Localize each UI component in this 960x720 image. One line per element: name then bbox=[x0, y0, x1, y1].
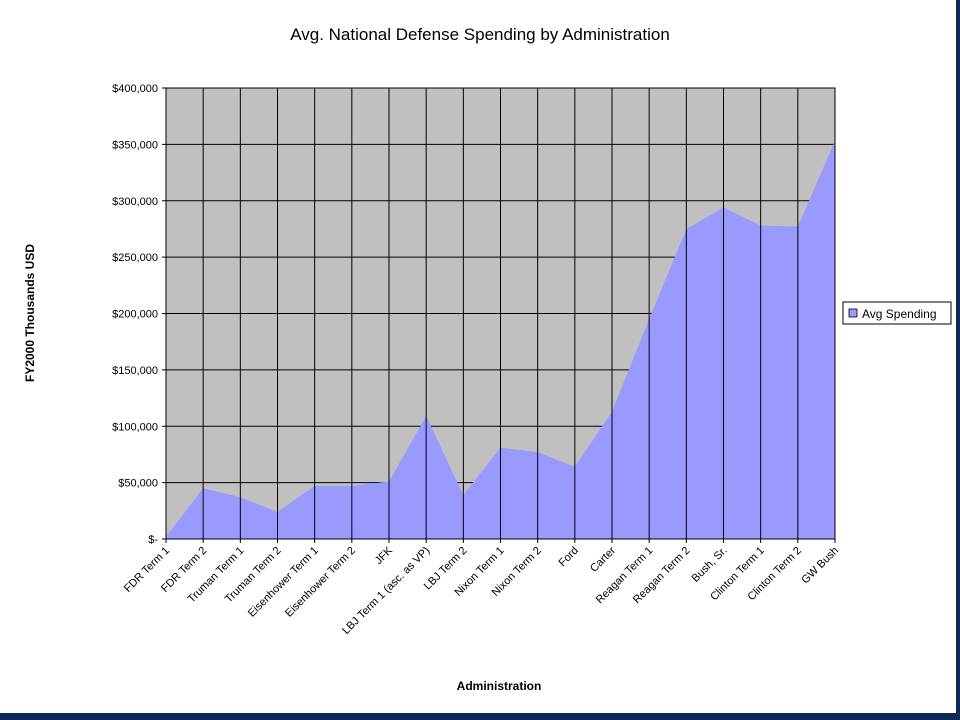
x-tick-label: Carter bbox=[588, 544, 618, 574]
legend-label: Avg Spending bbox=[862, 307, 937, 321]
y-tick-label: $- bbox=[148, 534, 158, 546]
x-tick-label: JFK bbox=[373, 544, 396, 567]
y-tick-label: $50,000 bbox=[118, 478, 158, 490]
y-axis-title: FY2000 Thousands USD bbox=[23, 244, 37, 382]
y-tick-label: $200,000 bbox=[112, 309, 158, 321]
series-area-avg-spending bbox=[166, 140, 835, 539]
y-tick-label: $300,000 bbox=[112, 196, 158, 208]
x-tick-label: Eisenhower Term 1 bbox=[246, 545, 321, 620]
legend-swatch bbox=[848, 308, 858, 318]
x-tick-label: Ford bbox=[556, 545, 580, 569]
y-tick-label: $150,000 bbox=[112, 365, 158, 377]
chart-title: Avg. National Defense Spending by Admini… bbox=[290, 25, 670, 44]
y-axis-ticks: $- $50,000 $100,000 $150,000 $200,000 $250,00… bbox=[112, 83, 166, 546]
x-tick-label: Eisenhower Term 2 bbox=[283, 545, 358, 620]
y-tick-label: $350,000 bbox=[112, 139, 158, 151]
x-tick-label: GW Bush bbox=[799, 545, 841, 587]
legend: Avg Spending bbox=[842, 301, 952, 325]
y-tick-label: $100,000 bbox=[112, 421, 158, 433]
legend-box bbox=[842, 301, 952, 325]
slide-footer-strip bbox=[0, 713, 960, 720]
slide-edge-strip bbox=[956, 0, 960, 720]
y-tick-label: $400,000 bbox=[112, 83, 158, 95]
x-axis-title: Administration bbox=[457, 679, 542, 693]
y-tick-label: $250,000 bbox=[112, 252, 158, 264]
